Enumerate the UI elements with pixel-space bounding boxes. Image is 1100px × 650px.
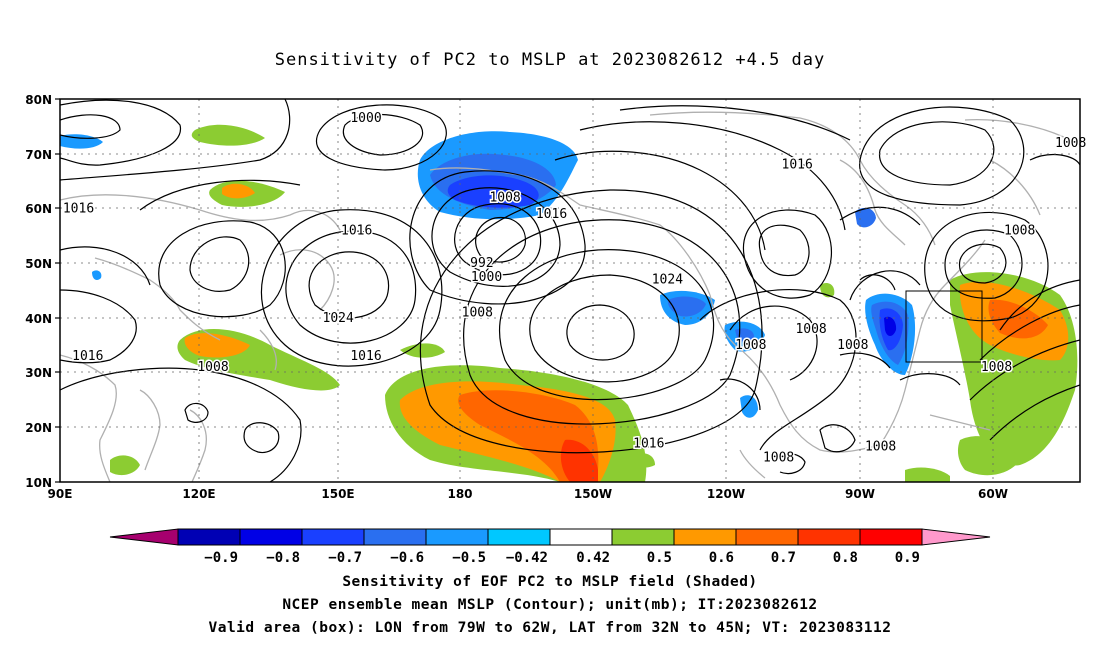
lat-label: 60N [25,202,52,216]
contour-label: 1008 [735,338,766,353]
colorbar-label: 0.9 [895,550,920,566]
contour-label: 1016 [341,223,372,238]
positive-region-west-pacific-core [184,333,250,358]
colorbar-label: −0.7 [328,550,362,566]
lat-label: 70N [25,148,52,162]
lon-label: 180 [447,487,472,501]
contour-label: 1024 [652,273,683,288]
contour-label: 1008 [981,360,1012,375]
colorbar-label: −0.5 [452,550,486,566]
colorbar-label: −0.42 [506,550,548,566]
lon-label: 150W [574,487,612,501]
positive-region-atlantic-inner [988,299,1048,339]
contour-label: 1000 [471,270,502,285]
colorbar-swatch [611,528,675,546]
negative-region-alaska-core [447,175,539,208]
contour-label: 1008 [865,439,896,454]
contour-label: 1008 [795,322,826,337]
contour-label: 1024 [323,311,354,326]
colorbar-swatch [363,528,427,546]
caption-line-3: Valid area (box): LON from 79W to 62W, L… [208,620,892,636]
positive-region-hawaii [630,453,655,468]
lon-label: 150E [321,487,354,501]
lon-label: 120W [707,487,745,501]
longitude-labels: 90E 120E 150E 180 150W 120W 90W 60W [48,487,1008,501]
contour-label: 1016 [782,158,813,173]
contour-label: 1016 [536,207,567,222]
contour-label: 1008 [1004,223,1035,238]
colorbar-label: −0.6 [390,550,424,566]
sensitivity-shading [60,124,1078,482]
lat-label: 50N [25,257,52,271]
contour-label: 1008 [837,338,868,353]
positive-region-pacific-peak [560,439,598,482]
colorbar-label: 0.7 [771,550,796,566]
positive-region-caribbean [905,467,950,482]
positive-region-subtropical-atlantic [957,436,1020,476]
caption-line-1: Sensitivity of EOF PC2 to MSLP field (Sh… [342,574,758,590]
lat-label: 10N [25,476,52,490]
contour-label: 1016 [633,437,664,452]
colorbar-swatch [301,528,365,546]
lon-label: 60W [978,487,1008,501]
negative-region-mexico [740,395,758,418]
gridlines [60,99,1080,482]
tick-marks [55,98,60,483]
colorbar-label: 0.42 [576,550,610,566]
colorbar-label: 0.5 [647,550,672,566]
colorbar-label: 0.8 [833,550,858,566]
contour-label: 1016 [72,349,103,364]
lon-label: 90W [845,487,875,501]
contour-label: 1016 [63,201,94,216]
mslp-contours [60,99,1080,482]
positive-region-siberia [191,124,265,146]
colorbar-swatch [673,528,737,546]
contour-label: 1000 [350,111,381,126]
negative-region-east-us-peak [884,316,897,336]
contour-label: 1008 [197,360,228,375]
colorbar-swatch [425,528,489,546]
colorbar-swatch [735,528,799,546]
colorbar-max-arrow [921,528,991,546]
lat-label: 80N [25,93,52,107]
negative-region-pacific-spot [92,270,102,280]
map-title: Sensitivity of PC2 to MSLP at 2023082612… [274,50,826,70]
contour-label: 992 [470,256,493,271]
colorbar-label: −0.9 [204,550,238,566]
colorbar-swatch [859,528,923,546]
colorbar-min-arrow [109,528,179,546]
lat-label: 20N [25,421,52,435]
lat-label: 40N [25,312,52,326]
contour-label: 1008 [489,191,520,206]
lon-label: 120E [182,487,215,501]
colorbar-swatch [797,528,861,546]
contour-label: 1008 [462,305,493,320]
contour-label: 1008 [1055,136,1086,151]
colorbar-swatch [549,528,613,546]
latitude-labels: 80N 70N 60N 50N 40N 30N 20N 10N [25,93,52,490]
coastlines [60,111,1071,482]
caption-line-2: NCEP ensemble mean MSLP (Contour); unit(… [282,597,818,613]
valid-area-box [905,290,983,363]
lon-label: 90E [48,487,73,501]
negative-region-west-coast-core [667,296,706,317]
colorbar-swatch [487,528,551,546]
colorbar-label: 0.6 [709,550,734,566]
map-frame [59,98,1081,483]
lat-label: 30N [25,366,52,380]
positive-region-mid-pacific [400,343,445,358]
colorbar-swatch [177,528,241,546]
contour-label: 1008 [763,450,794,465]
positive-region-south-china [110,455,140,476]
colorbar-label: −0.8 [266,550,300,566]
colorbar: −0.9 −0.8 −0.7 −0.6 −0.5 −0.42 0.42 0.5 0.6 0.7 0.… [109,528,991,566]
colorbar-swatch [239,528,303,546]
contour-label: 1016 [350,349,381,364]
positive-region-kamchatka-core [222,183,255,199]
